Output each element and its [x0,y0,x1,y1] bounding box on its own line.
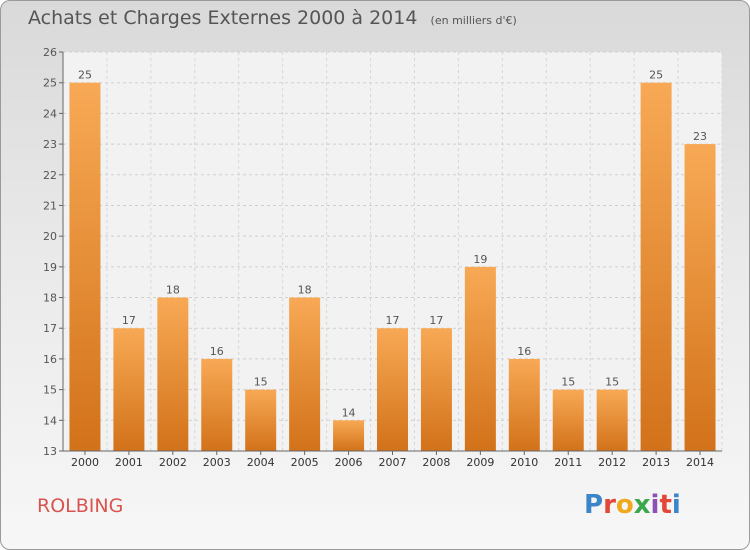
y-tick-label: 21 [43,199,57,212]
y-tick-label: 14 [43,414,57,427]
x-tick-label: 2004 [247,456,275,469]
data-label: 16 [210,345,224,358]
bar [289,297,321,451]
y-tick-label: 16 [43,353,57,366]
x-tick-label: 2008 [422,456,450,469]
logo-letter: t [659,490,672,520]
data-label: 19 [473,253,487,266]
y-tick-label: 23 [43,138,57,151]
bar [508,358,540,451]
bar [420,328,452,451]
data-label: 14 [342,406,356,419]
x-tick-label: 2007 [379,456,407,469]
x-tick-label: 2003 [203,456,231,469]
bar [157,297,189,451]
axes: 13 14 15 16 17 18 19 20 21 22 23 24 25 26 2000 2001 2002… [43,46,722,469]
x-tick-label: 2012 [598,456,626,469]
data-label: 17 [429,314,443,327]
logo-letter: i [650,490,660,520]
logo-letter: P [584,490,604,520]
bar [684,144,716,452]
data-label: 25 [649,69,663,82]
data-label: 15 [605,376,619,389]
logo-letter: o [615,490,634,520]
data-label: 17 [122,314,136,327]
x-tick-label: 2011 [554,456,582,469]
bar [464,266,496,451]
y-tick-label: 24 [43,107,57,120]
commune-name: ROLBING [37,495,124,517]
x-tick-label: 2002 [159,456,187,469]
bar [69,82,101,451]
data-label: 23 [693,130,707,143]
y-tick-label: 13 [43,445,57,458]
x-tick-label: 2009 [466,456,494,469]
x-tick-label: 2013 [642,456,670,469]
proxiti-logo: Proxiti [584,490,681,520]
data-label: 17 [386,314,400,327]
logo-letter: i [671,490,681,520]
bar [245,389,277,451]
logo-letter: r [603,490,616,520]
bar [596,389,628,451]
data-label: 15 [561,376,575,389]
y-tick-label: 26 [43,46,57,59]
data-label: 18 [166,284,180,297]
logo-letter: x [633,490,651,520]
bar [333,420,365,451]
x-tick-label: 2005 [291,456,319,469]
x-tick-label: 2010 [510,456,538,469]
data-label: 15 [254,376,268,389]
x-tick-label: 2014 [686,456,714,469]
chart-unit-text: (en milliers d'€) [430,14,517,27]
chart-title-text: Achats et Charges Externes 2000 à 2014 [28,7,418,29]
y-tick-label: 15 [43,384,57,397]
y-tick-label: 22 [43,169,57,182]
x-tick-label: 2000 [71,456,99,469]
bar [113,328,145,451]
bar [552,389,584,451]
data-label: 16 [517,345,531,358]
bar [640,82,672,451]
data-labels: 25 17 18 16 15 18 14 17 17 19 16 15 15 25 23 [78,69,707,420]
bars [69,82,716,452]
y-tick-label: 18 [43,292,57,305]
x-tick-label: 2006 [335,456,363,469]
data-label: 25 [78,69,92,82]
y-tick-label: 25 [43,77,57,90]
y-tick-label: 20 [43,230,57,243]
x-tick-label: 2001 [115,456,143,469]
bar [377,328,408,451]
chart-title: Achats et Charges Externes 2000 à 2014 (… [28,7,517,29]
bar [201,358,233,451]
y-tick-label: 17 [43,322,57,335]
y-tick-label: 19 [43,261,57,274]
data-label: 18 [298,284,312,297]
